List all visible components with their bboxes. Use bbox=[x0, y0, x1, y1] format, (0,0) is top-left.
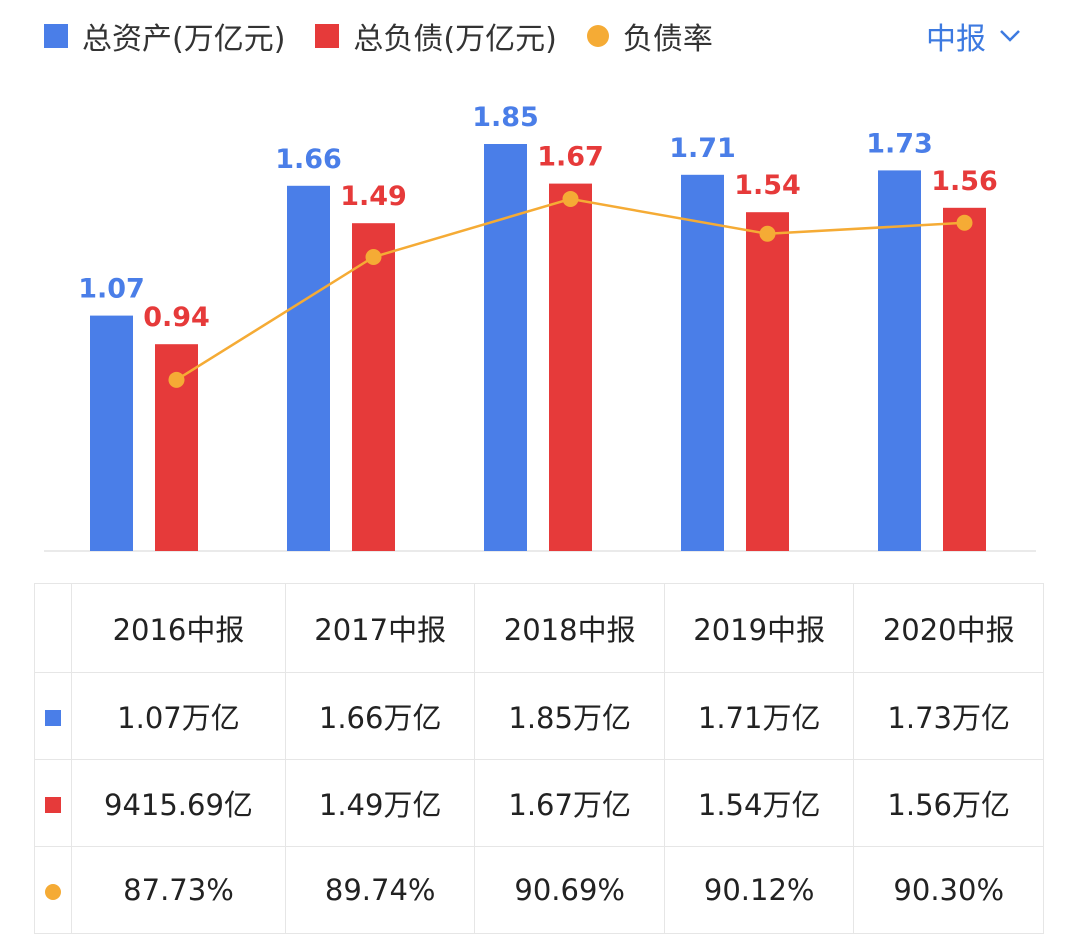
row-marker-liabilities bbox=[34, 759, 72, 847]
ratio-point bbox=[168, 371, 185, 388]
bar-assets bbox=[878, 170, 921, 551]
data-label-liabilities: 1.56 bbox=[931, 166, 998, 197]
legend-swatch-assets bbox=[44, 24, 68, 48]
ratio-point bbox=[365, 249, 382, 265]
ratio-point bbox=[562, 190, 579, 207]
table-cell: 1.49万亿 bbox=[284, 759, 476, 847]
table-cell: 1.67万亿 bbox=[474, 759, 665, 847]
bar-assets bbox=[90, 315, 133, 551]
legend-label-ratio: 负债率 bbox=[622, 22, 713, 57]
chart-legend: 总资产(万亿元) 总负债(万亿元) 负债率 bbox=[44, 14, 743, 58]
legend-item-liabilities[interactable]: 总负债(万亿元) bbox=[315, 14, 557, 58]
ratio-point bbox=[759, 225, 776, 242]
bar-assets bbox=[681, 174, 724, 552]
bar-line-chart: 1.070.94 1.66 1.49 1.85 1.67 1.71 1.54 1.73 1.56 bbox=[44, 102, 1036, 552]
bar-assets bbox=[287, 185, 330, 552]
table-cell: 1.73万亿 bbox=[853, 672, 1044, 760]
table-cell: 1.66万亿 bbox=[284, 672, 476, 760]
table-cell: 89.74% bbox=[284, 846, 476, 934]
table-header-cell: 2019中报 bbox=[663, 583, 855, 673]
chevron-down-icon bbox=[1000, 30, 1020, 42]
ratio-point bbox=[956, 214, 973, 231]
data-label-liabilities: 1.67 bbox=[537, 142, 604, 173]
square-icon bbox=[45, 797, 61, 813]
table-row-ratio: 87.73% 89.74% 90.69% 90.12% 90.30% bbox=[34, 846, 1044, 934]
legend-swatch-liabilities bbox=[315, 24, 340, 48]
legend-swatch-ratio bbox=[586, 25, 609, 47]
bar-liabilities bbox=[549, 183, 592, 551]
period-selector[interactable]: 中报 bbox=[926, 14, 1022, 58]
legend-label-liabilities: 总负债(万亿元) bbox=[353, 22, 557, 57]
table-row-assets: 1.07万亿 1.66万亿 1.85万亿 1.71万亿 1.73万亿 bbox=[34, 672, 1044, 760]
period-selector-label: 中报 bbox=[926, 22, 986, 57]
bar-assets bbox=[484, 144, 527, 551]
table-cell: 90.30% bbox=[853, 846, 1044, 934]
legend-label-assets: 总资产(万亿元) bbox=[82, 22, 286, 57]
table-cell: 1.71万亿 bbox=[663, 672, 855, 760]
table-cell: 9415.69亿 bbox=[71, 759, 286, 847]
table-header-cell: 2018中报 bbox=[474, 583, 665, 673]
data-label-assets: 1.73 bbox=[866, 128, 933, 159]
data-label-assets: 1.85 bbox=[472, 102, 539, 133]
data-label-assets: 1.07 bbox=[78, 274, 145, 305]
table-corner-cell bbox=[34, 583, 72, 673]
table-cell: 87.73% bbox=[71, 846, 286, 934]
legend-item-assets[interactable]: 总资产(万亿元) bbox=[44, 14, 285, 58]
table-row-liabilities: 9415.69亿 1.49万亿 1.67万亿 1.54万亿 1.56万亿 bbox=[34, 759, 1044, 847]
table-header-cell: 2017中报 bbox=[284, 583, 476, 673]
table-cell: 1.56万亿 bbox=[853, 759, 1044, 847]
table-cell: 1.07万亿 bbox=[71, 672, 286, 760]
table-cell: 1.85万亿 bbox=[474, 672, 665, 760]
table-cell: 1.54万亿 bbox=[663, 759, 855, 847]
data-label-liabilities: 1.49 bbox=[340, 181, 407, 212]
data-label-assets: 1.66 bbox=[275, 144, 342, 175]
dot-icon bbox=[45, 884, 61, 900]
bar-liabilities bbox=[352, 223, 395, 551]
data-label-liabilities: 1.54 bbox=[734, 170, 801, 201]
data-table: 2016中报 2017中报 2018中报 2019中报 2020中报 1.07万… bbox=[34, 583, 1044, 934]
data-label-assets: 1.71 bbox=[669, 133, 736, 164]
row-marker-assets bbox=[34, 672, 72, 760]
row-marker-ratio bbox=[34, 846, 72, 934]
bar-liabilities bbox=[943, 207, 986, 552]
legend-item-ratio[interactable]: 负债率 bbox=[586, 14, 713, 58]
table-header-row: 2016中报 2017中报 2018中报 2019中报 2020中报 bbox=[34, 583, 1044, 673]
table-header-cell: 2016中报 bbox=[71, 583, 286, 673]
table-cell: 90.69% bbox=[474, 846, 665, 934]
data-label-liabilities: 0.94 bbox=[143, 302, 210, 333]
square-icon bbox=[45, 710, 61, 726]
table-header-cell: 2020中报 bbox=[853, 583, 1044, 673]
bar-liabilities bbox=[746, 212, 789, 551]
table-cell: 90.12% bbox=[663, 846, 855, 934]
